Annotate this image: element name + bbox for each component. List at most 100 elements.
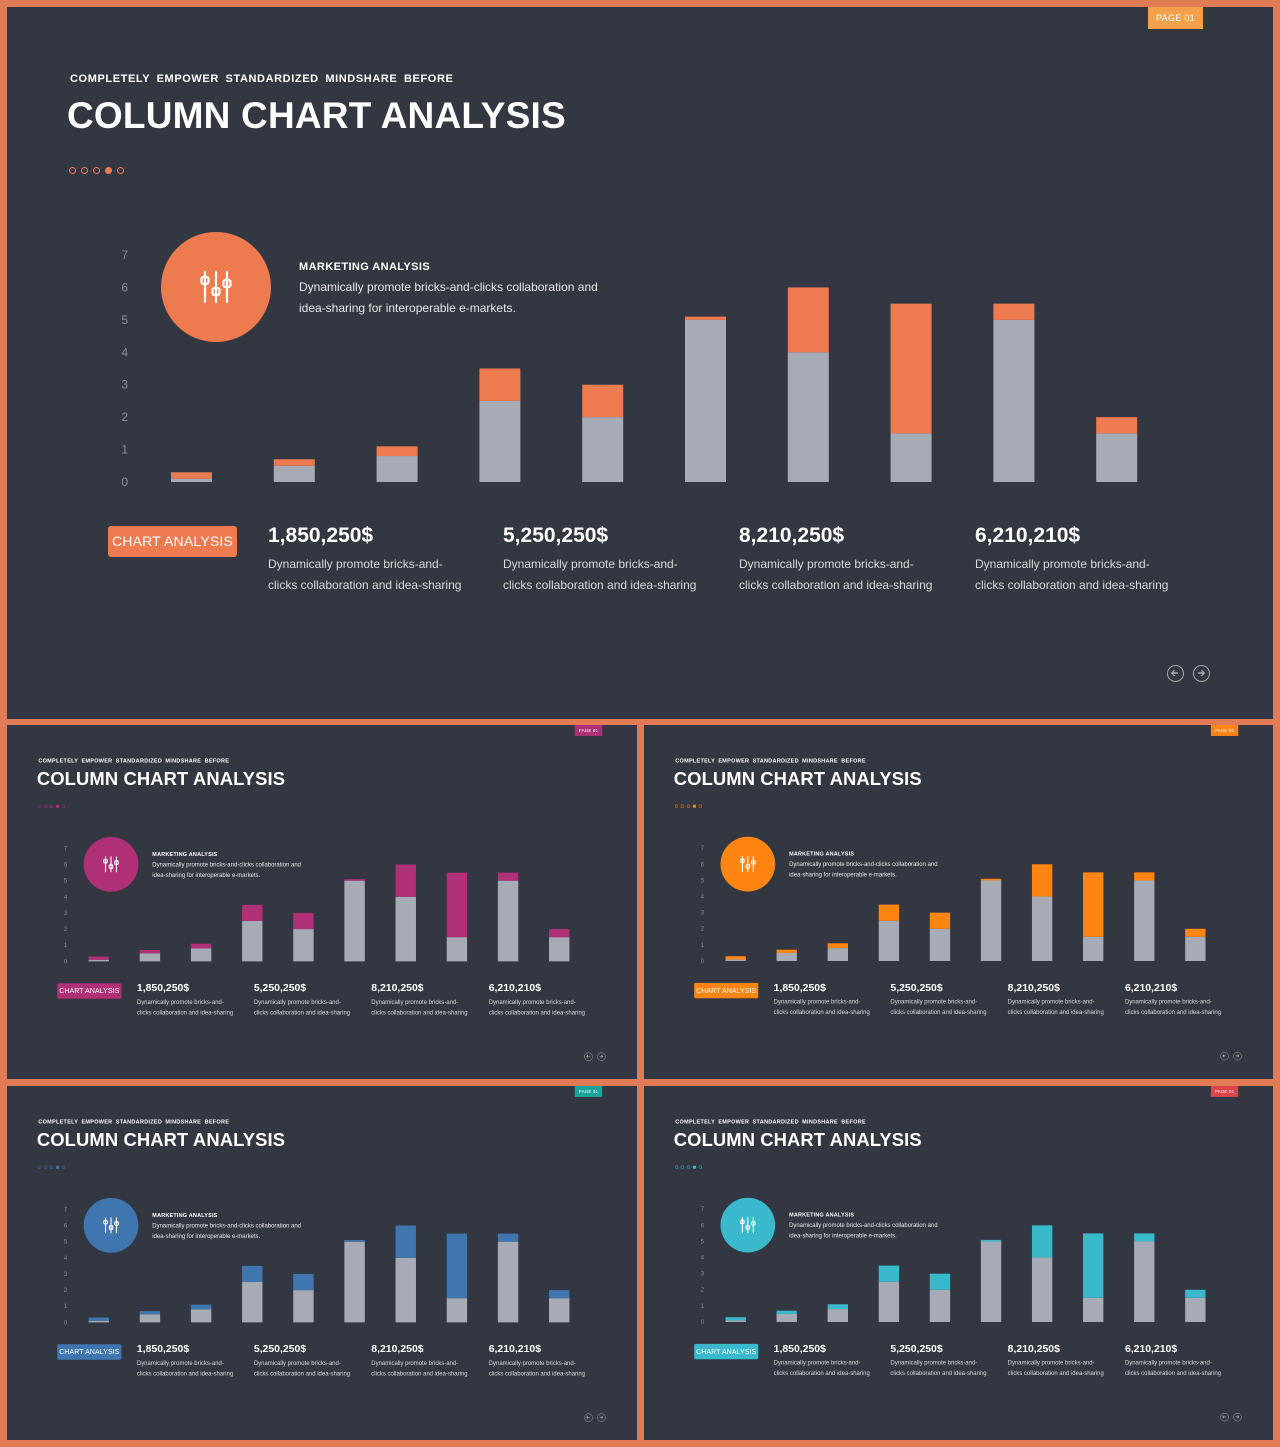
progress-dot bbox=[680, 804, 685, 808]
bar-base-segment bbox=[293, 929, 314, 962]
bar-accent-segment bbox=[293, 1273, 314, 1291]
y-tick-label: 7 bbox=[701, 1207, 705, 1213]
sliders-icon bbox=[103, 856, 119, 873]
progress-dot bbox=[55, 804, 60, 809]
y-tick-label: 0 bbox=[701, 1320, 705, 1326]
bar-base-segment bbox=[776, 1313, 797, 1322]
bar-accent-segment bbox=[479, 368, 521, 401]
next-slide-button[interactable] bbox=[597, 1413, 606, 1422]
stat-value: 1,850,250$ bbox=[136, 1343, 190, 1355]
prev-slide-button[interactable] bbox=[1220, 1051, 1229, 1061]
bar-accent-segment bbox=[1083, 872, 1104, 937]
page-badge: PAGE 01 bbox=[1148, 7, 1203, 29]
stat-value: 1,850,250$ bbox=[136, 982, 190, 994]
slide-title: COLUMN CHART ANALYSIS bbox=[36, 1129, 286, 1151]
bar-base-segment bbox=[395, 896, 416, 962]
page-badge: PAGE 01 bbox=[574, 1086, 603, 1097]
bar-accent-segment bbox=[993, 303, 1035, 320]
marketing-icon-circle bbox=[161, 232, 271, 342]
bar-base-segment bbox=[827, 1309, 849, 1322]
slide-title: COLUMN CHART ANALYSIS bbox=[67, 95, 566, 136]
y-tick-label: 3 bbox=[701, 1272, 705, 1278]
stat-block: 8,210,250$ Dynamically promote bricks-an… bbox=[371, 1343, 476, 1379]
marketing-description: Dynamically promote bricks-and-clicks co… bbox=[789, 1221, 938, 1240]
progress-dot bbox=[49, 804, 54, 809]
bar-accent-segment bbox=[88, 956, 110, 960]
slide-main-preview[interactable]: PAGE 01 COMPLETELY EMPOWER STANDARDIZED … bbox=[7, 7, 1273, 719]
y-tick-label: 3 bbox=[121, 378, 128, 392]
bar-accent-segment bbox=[878, 1265, 900, 1282]
chart-analysis-button[interactable]: CHART ANALYSIS bbox=[108, 526, 237, 557]
prev-slide-button[interactable] bbox=[584, 1413, 593, 1422]
slide-subtitle: COMPLETELY EMPOWER STANDARDIZED MINDSHAR… bbox=[38, 757, 230, 764]
marketing-icon-circle bbox=[720, 836, 776, 892]
bar-accent-segment bbox=[1185, 928, 1206, 937]
stat-description: Dynamically promote bricks-and-clicks co… bbox=[890, 998, 987, 1016]
stat-description: Dynamically promote bricks-and-clicks co… bbox=[488, 998, 585, 1017]
progress-dot bbox=[692, 804, 697, 808]
marketing-title: MARKETING ANALYSIS bbox=[299, 261, 431, 273]
bar-accent-segment bbox=[787, 287, 829, 353]
slide-content: PAGE 01 COMPLETELY EMPOWER STANDARDIZED … bbox=[644, 1086, 1273, 1440]
chart-analysis-button[interactable]: CHART ANALYSIS bbox=[694, 1343, 759, 1360]
bar-accent-segment bbox=[1185, 1289, 1206, 1298]
bar-accent-segment bbox=[582, 384, 624, 418]
bar-accent-segment bbox=[1031, 1225, 1053, 1258]
stat-block: 8,210,250$ Dynamically promote bricks-an… bbox=[371, 982, 476, 1018]
bar-base-segment bbox=[980, 1241, 1002, 1322]
stat-value: 5,250,250$ bbox=[503, 524, 609, 547]
slide-cyan-thumbnail[interactable]: PAGE 01 COMPLETELY EMPOWER STANDARDIZED … bbox=[644, 1086, 1273, 1440]
stat-block: 1,850,250$ Dynamically promote bricks-an… bbox=[137, 1343, 242, 1379]
slide-orange-thumbnail[interactable]: PAGE 01 COMPLETELY EMPOWER STANDARDIZED … bbox=[644, 725, 1273, 1079]
stat-block: 5,250,250$ Dynamically promote bricks-an… bbox=[890, 982, 994, 1018]
slide-title: COLUMN CHART ANALYSIS bbox=[36, 768, 286, 790]
slide-content: PAGE 01 COMPLETELY EMPOWER STANDARDIZED … bbox=[644, 725, 1273, 1079]
slide-blue-thumbnail[interactable]: PAGE 01 COMPLETELY EMPOWER STANDARDIZED … bbox=[7, 1086, 637, 1440]
next-slide-button[interactable] bbox=[597, 1052, 606, 1061]
bar-base-segment bbox=[273, 465, 315, 482]
chart-analysis-button[interactable]: CHART ANALYSIS bbox=[57, 1344, 122, 1360]
bar-accent-segment bbox=[1134, 1233, 1155, 1242]
bar-accent-segment bbox=[980, 1239, 1002, 1242]
slide-content: PAGE 01 COMPLETELY EMPOWER STANDARDIZED … bbox=[7, 7, 1273, 719]
bar-accent-segment bbox=[190, 943, 212, 949]
chart-analysis-button[interactable]: CHART ANALYSIS bbox=[694, 982, 759, 999]
bar-base-segment bbox=[878, 1281, 900, 1322]
marketing-description: Dynamically promote bricks-and-clicks co… bbox=[299, 280, 598, 315]
stat-value: 6,210,210$ bbox=[1124, 1342, 1178, 1355]
prev-slide-button[interactable] bbox=[1167, 665, 1184, 682]
bar-base-segment bbox=[344, 880, 365, 962]
bar-base-segment bbox=[497, 1241, 519, 1323]
stat-block: 8,210,250$ Dynamically promote bricks-an… bbox=[739, 524, 949, 596]
arrow-right-icon bbox=[599, 1415, 604, 1420]
slide-subtitle: COMPLETELY EMPOWER STANDARDIZED MINDSHAR… bbox=[38, 1118, 230, 1125]
bar-base-segment bbox=[446, 937, 468, 962]
bar-accent-segment bbox=[497, 872, 519, 881]
bar-accent-segment bbox=[827, 943, 849, 949]
bar-base-segment bbox=[1083, 1297, 1104, 1322]
bar-base-segment bbox=[190, 1309, 212, 1323]
bar-base-segment bbox=[242, 1282, 263, 1323]
bar-base-segment bbox=[980, 880, 1002, 961]
chart-analysis-button[interactable]: CHART ANALYSIS bbox=[57, 983, 122, 999]
bar-accent-segment bbox=[88, 1317, 110, 1321]
y-tick-label: 4 bbox=[701, 895, 705, 901]
stat-description: Dynamically promote bricks-and-clicks co… bbox=[136, 998, 234, 1017]
slide-pink-thumbnail[interactable]: PAGE 01 COMPLETELY EMPOWER STANDARDIZED … bbox=[7, 725, 637, 1079]
arrow-left-icon bbox=[586, 1054, 590, 1059]
bar-accent-segment bbox=[1083, 1233, 1104, 1298]
slide-subtitle: COMPLETELY EMPOWER STANDARDIZED MINDSHAR… bbox=[70, 73, 454, 85]
next-slide-button[interactable] bbox=[1233, 1412, 1242, 1422]
stat-block: 5,250,250$ Dynamically promote bricks-an… bbox=[254, 982, 359, 1018]
page-badge: PAGE 01 bbox=[574, 725, 603, 736]
stat-value: 6,210,210$ bbox=[488, 982, 542, 994]
arrow-right-icon bbox=[1235, 1415, 1240, 1419]
next-slide-button[interactable] bbox=[1193, 665, 1210, 682]
bar-base-segment bbox=[549, 937, 570, 962]
prev-slide-button[interactable] bbox=[1220, 1412, 1229, 1422]
next-slide-button[interactable] bbox=[1233, 1051, 1242, 1061]
progress-dot bbox=[49, 1165, 54, 1170]
prev-slide-button[interactable] bbox=[584, 1052, 593, 1061]
y-tick-label: 6 bbox=[701, 862, 705, 868]
stat-block: 5,250,250$ Dynamically promote bricks-an… bbox=[890, 1343, 994, 1379]
